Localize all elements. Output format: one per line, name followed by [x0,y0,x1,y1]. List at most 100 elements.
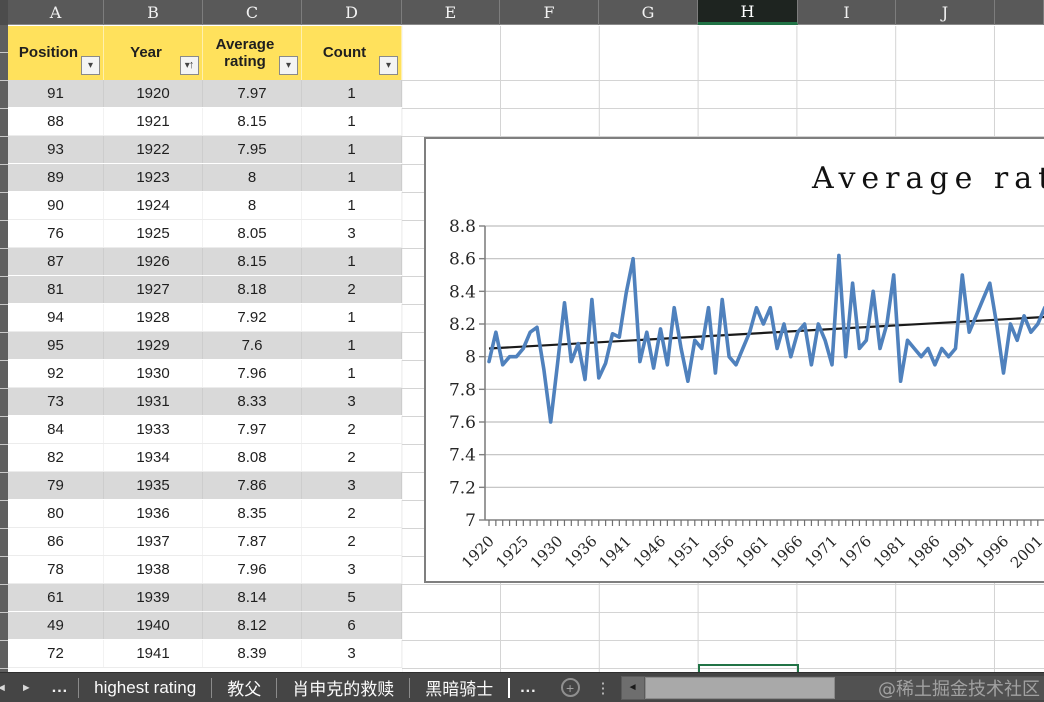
cell-position[interactable]: 73 [8,388,104,415]
cell-count[interactable]: 3 [302,388,402,415]
cell-position[interactable]: 72 [8,640,104,667]
column-header-e[interactable]: E [402,0,500,25]
cell-year[interactable]: 1924 [104,192,203,219]
cell-position[interactable]: 90 [8,192,104,219]
cell-position[interactable]: 82 [8,444,104,471]
cell-position[interactable]: 61 [8,584,104,611]
average-rating-chart[interactable]: Average rating 8.8 8.6 8.4 8.2 8 7.8 7.6 7.4 7.2… [424,137,1044,583]
cell-rating[interactable]: 8.35 [203,500,302,527]
cell-count[interactable]: 1 [302,164,402,191]
cell-count[interactable]: 1 [302,80,402,107]
column-header-b[interactable]: B [104,0,203,25]
cell-count[interactable]: 3 [302,640,402,667]
sheet-overflow-left[interactable]: ... [51,678,69,696]
cell-position[interactable]: 88 [8,108,104,135]
cell-year[interactable]: 1926 [104,248,203,275]
cell-year[interactable]: 1934 [104,444,203,471]
cell-count[interactable]: 1 [302,248,402,275]
cell-count[interactable]: 2 [302,528,402,555]
filter-button[interactable]: ▾ [279,56,298,75]
cell-count[interactable]: 6 [302,612,402,639]
cell-count[interactable]: 5 [302,584,402,611]
cell-count[interactable]: 2 [302,276,402,303]
sheet-overflow-right[interactable]: ... [520,678,537,696]
cell-position[interactable]: 95 [8,332,104,359]
cell-position[interactable]: 89 [8,164,104,191]
sheet-tab-3[interactable]: 黑暗骑士 [425,680,494,699]
filter-button[interactable]: ▾ [379,56,398,75]
cell-count[interactable]: 2 [302,444,402,471]
column-header-f[interactable]: F [500,0,599,25]
cell-rating[interactable]: 8 [203,192,302,219]
cell-position[interactable]: 49 [8,612,104,639]
filter-button[interactable]: ▾ [81,56,100,75]
sheet-nav-right-icon[interactable]: ► [20,681,32,694]
cell-rating[interactable]: 8.12 [203,612,302,639]
sheet-tab-2[interactable]: 肖申克的救赎 [292,680,395,699]
column-header-a[interactable]: A [8,0,104,25]
add-sheet-button[interactable]: + [560,678,580,697]
cell-position[interactable]: 93 [8,136,104,163]
cell-rating[interactable]: 8.33 [203,388,302,415]
scrollbar-thumb[interactable] [644,676,835,699]
cell-year[interactable]: 1941 [104,640,203,667]
cell-year[interactable]: 1937 [104,528,203,555]
cell-count[interactable]: 3 [302,556,402,583]
cell-position[interactable]: 79 [8,472,104,499]
cell-position[interactable]: 87 [8,248,104,275]
sort-filter-button[interactable]: ▾ ↑ [180,56,199,75]
cell-count[interactable]: 2 [302,500,402,527]
column-header-j[interactable]: J [896,0,995,25]
cell-rating[interactable]: 8.15 [203,248,302,275]
cell-year[interactable]: 1929 [104,332,203,359]
cell-count[interactable]: 3 [302,220,402,247]
column-header-partial[interactable] [995,0,1044,25]
sheet-tab-highest-rating[interactable]: highest rating [94,677,197,697]
cell-year[interactable]: 1930 [104,360,203,387]
cell-position[interactable]: 91 [8,80,104,107]
cell-count[interactable]: 2 [302,416,402,443]
cell-count[interactable]: 1 [302,304,402,331]
cell-year[interactable]: 1928 [104,304,203,331]
cell-position[interactable]: 84 [8,416,104,443]
cell-rating[interactable]: 7.97 [203,416,302,443]
cell-rating[interactable]: 7.92 [203,304,302,331]
cell-rating[interactable]: 8.14 [203,584,302,611]
cell-rating[interactable]: 7.97 [203,80,302,107]
cell-position[interactable]: 80 [8,500,104,527]
cell-rating[interactable]: 8 [203,164,302,191]
cell-year[interactable]: 1940 [104,612,203,639]
cell-rating[interactable]: 8.08 [203,444,302,471]
cell-rating[interactable]: 8.15 [203,108,302,135]
cell-rating[interactable]: 8.39 [203,640,302,667]
column-header-c[interactable]: C [203,0,302,25]
selected-cell[interactable] [698,664,799,672]
cell-position[interactable]: 81 [8,276,104,303]
cell-position[interactable]: 76 [8,220,104,247]
scrollbar-track[interactable] [644,675,1044,700]
sheet-nav-left-icon[interactable]: ◄ [0,681,7,694]
cell-year[interactable]: 1936 [104,500,203,527]
cell-position[interactable]: 78 [8,556,104,583]
cell-year[interactable]: 1920 [104,80,203,107]
select-all-corner[interactable] [0,0,8,25]
cell-position[interactable]: 92 [8,360,104,387]
sheet-tab-1[interactable]: 教父 [227,680,262,699]
cell-rating[interactable]: 7.96 [203,360,302,387]
cell-position[interactable]: 86 [8,528,104,555]
column-header-g[interactable]: G [599,0,698,25]
tab-options-icon[interactable]: ⋮ [595,679,611,697]
cell-count[interactable]: 3 [302,472,402,499]
cell-year[interactable]: 1921 [104,108,203,135]
column-header-i[interactable]: I [798,0,896,25]
cell-year[interactable]: 1935 [104,472,203,499]
cell-year[interactable]: 1923 [104,164,203,191]
cell-rating[interactable]: 7.95 [203,136,302,163]
cell-year[interactable]: 1925 [104,220,203,247]
column-header-h[interactable]: H [698,0,798,25]
cell-year[interactable]: 1922 [104,136,203,163]
cell-rating[interactable]: 7.6 [203,332,302,359]
cell-position[interactable]: 94 [8,304,104,331]
cell-rating[interactable]: 7.96 [203,556,302,583]
cell-rating[interactable]: 8.18 [203,276,302,303]
